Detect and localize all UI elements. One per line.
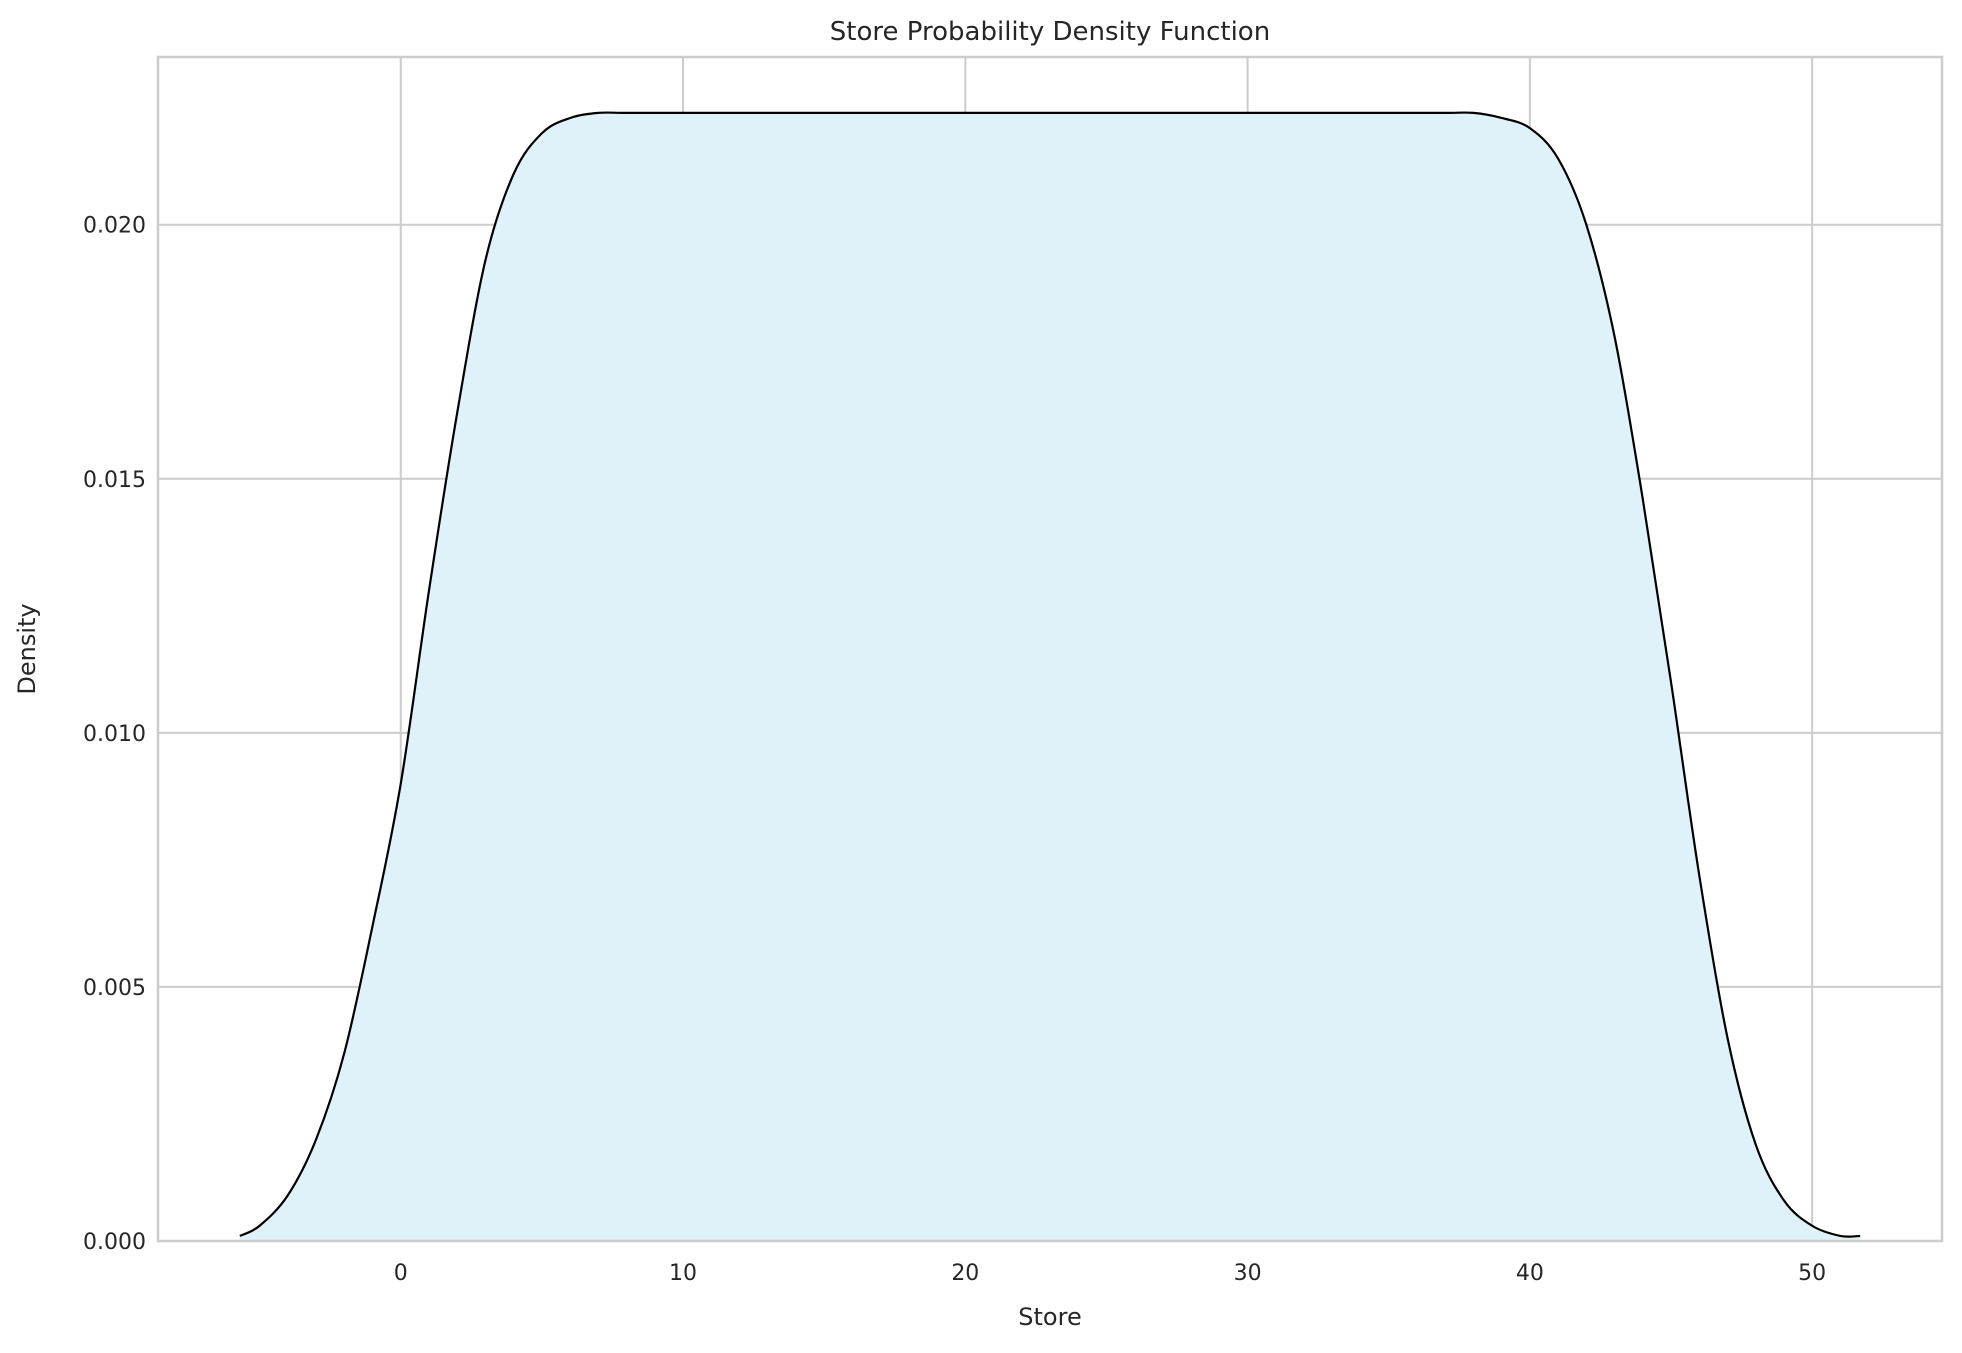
x-tick-label: 20	[951, 1261, 979, 1286]
x-tick-label: 30	[1234, 1261, 1262, 1286]
y-tick-label: 0.015	[83, 468, 146, 493]
y-axis-label: Density	[13, 603, 41, 694]
plot-frame	[156, 55, 1944, 1243]
x-tick-label: 0	[394, 1261, 408, 1286]
density-fill	[239, 112, 1861, 1241]
x-tick-label: 50	[1798, 1261, 1826, 1286]
y-tick-label: 0.010	[83, 722, 146, 747]
x-tick-label: 10	[669, 1261, 697, 1286]
y-tick-label: 0.000	[83, 1230, 146, 1255]
y-tick-label: 0.005	[83, 976, 146, 1001]
density-line	[239, 111, 1861, 1238]
x-tick-label: 40	[1516, 1261, 1544, 1286]
y-tick-label: 0.020	[83, 214, 146, 239]
density-area-layer	[239, 111, 1861, 1241]
x-axis-label: Store	[1018, 1303, 1081, 1331]
chart-title: Store Probability Density Function	[830, 17, 1270, 47]
tick-label-layer: 0 10 20 30 40 50 0.000 0.005 0.010 0.015 0.020	[83, 214, 1826, 1286]
